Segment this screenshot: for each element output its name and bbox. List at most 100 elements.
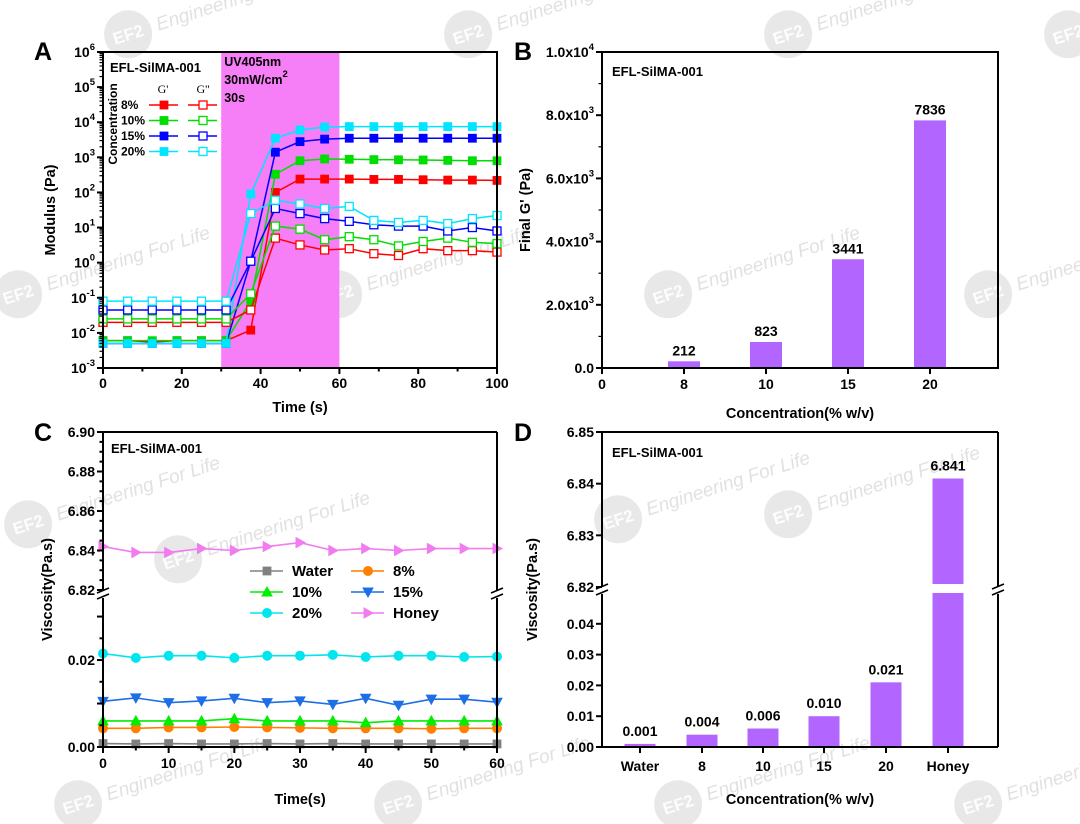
x-axis-title: Concentration(% w/v) [726,792,874,808]
y-tick-label: 6.82 [68,582,95,598]
data-point [426,650,437,661]
panel-title: EFL-SilMA-001 [612,64,703,79]
y-tick-label: 0.00 [68,739,95,755]
data-point [425,714,438,726]
x-tick-label: 60 [489,755,505,771]
legend-marker-filled [159,116,169,125]
y-tick-label-exponent: -3 [87,358,95,369]
data-point [467,133,477,143]
panel-letter-a: A [34,38,52,66]
y-axis-title: Viscosity(Pa.s) [525,538,541,641]
data-point [221,305,231,315]
y-tick-label: 0.04 [567,616,594,632]
data-point [295,536,307,549]
data-point [295,224,305,234]
bar-lower-segment [747,728,779,747]
legend-marker [262,566,272,576]
watermark-logo-icon [0,270,43,319]
watermark-logo-icon [764,10,813,59]
watermark-logo-icon [444,10,493,59]
x-tick-label: 60 [332,375,348,391]
data-point [295,156,305,166]
y-tick-label-base: 8.0x10 [546,107,589,123]
y-tick-label: 6.88 [68,464,95,480]
data-point [369,175,379,184]
uv-label-duration: 30s [224,91,245,105]
x-tick-label: 50 [424,755,440,771]
y-tick-label-base: 10 [74,44,90,60]
data-point [262,650,273,661]
legend-title: Concentration [106,83,120,164]
data-point [295,125,305,135]
x-tick-label: Water [621,758,660,774]
data-point [426,723,437,734]
data-point [195,696,208,707]
data-point [270,221,281,231]
legend-marker-open [198,131,208,141]
bar-lower-segment [932,593,964,747]
y-tick-label-base: 10 [74,79,90,95]
x-tick-label: 20 [922,376,938,392]
bar-10: 0.006 [745,708,781,747]
watermark-text: Engineering For Life [44,223,213,296]
data-point [418,155,428,165]
y-tick-label: 6.84 [68,543,95,559]
data-point [359,716,372,728]
y-tick-label: 10-3 [71,358,95,376]
legend-label: 15% [393,584,423,601]
data-point [467,122,477,132]
watermark-logo-icon [104,10,153,59]
legend-row-label: 8% [121,98,139,112]
y-tick-label: 6.90 [68,424,95,440]
legend-row-label: 20% [121,145,145,159]
data-point [229,652,240,663]
data-point [443,122,453,132]
data-point [261,698,274,709]
data-point [229,544,241,557]
data-point [393,250,404,261]
x-tick-label: 8 [680,376,688,392]
y-tick-label-exponent: -2 [87,323,95,334]
axis-break-slash [595,589,609,596]
data-point [295,240,305,250]
data-point [261,714,274,726]
data-point [122,305,133,315]
bar-value-label: 3441 [832,240,863,256]
series-g-20- [98,122,502,348]
x-tick-label: 80 [410,375,426,391]
legend-marker-filled [159,100,169,110]
legend-row-label: 10% [121,114,145,128]
panel-title: EFL-SilMA-001 [110,60,201,75]
bar-value-label: 7836 [914,101,945,117]
legend-label: 10% [292,584,322,601]
y-tick-label: 100 [74,253,95,271]
panel-letter-c: C [34,419,52,447]
legend: Water 8% 10% 15% 20% Honey [250,563,440,622]
y-tick-label: 6.0x103 [546,168,594,186]
data-point [197,339,206,348]
data-point [394,155,403,165]
uv-label-intensity-base: 30mW/cm [224,73,282,87]
data-point [147,296,157,306]
panel-letter-b: B [514,38,532,66]
bar-lower-segment [870,682,902,747]
data-point [344,201,354,212]
y-tick-label-base: 1.0x10 [546,44,589,60]
y-tick-label-exponent: 3 [589,168,594,179]
x-tick-label: Honey [927,758,970,774]
x-tick-label: 100 [485,375,509,391]
y-tick-label-base: 10 [71,325,87,341]
y-tick-label-base: 10 [71,360,87,376]
legend-label: 20% [292,605,322,622]
data-point [246,256,256,266]
watermark-logo-icon [54,780,103,824]
data-point [228,693,241,705]
data-point [130,652,141,663]
data-point [162,714,175,726]
data-point [369,235,379,245]
legend-label: Water [292,563,333,580]
